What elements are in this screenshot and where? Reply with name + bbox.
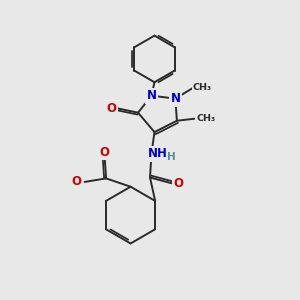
Text: CH₃: CH₃ bbox=[193, 83, 212, 92]
Text: H: H bbox=[72, 177, 81, 187]
Text: H: H bbox=[167, 152, 176, 162]
Text: CH₃: CH₃ bbox=[196, 114, 216, 123]
Text: N: N bbox=[170, 92, 180, 105]
Text: NH: NH bbox=[148, 147, 168, 160]
Text: O: O bbox=[173, 177, 183, 190]
Text: O: O bbox=[100, 146, 110, 159]
Text: O: O bbox=[106, 102, 116, 115]
Text: N: N bbox=[146, 89, 157, 102]
Text: O: O bbox=[71, 175, 81, 188]
